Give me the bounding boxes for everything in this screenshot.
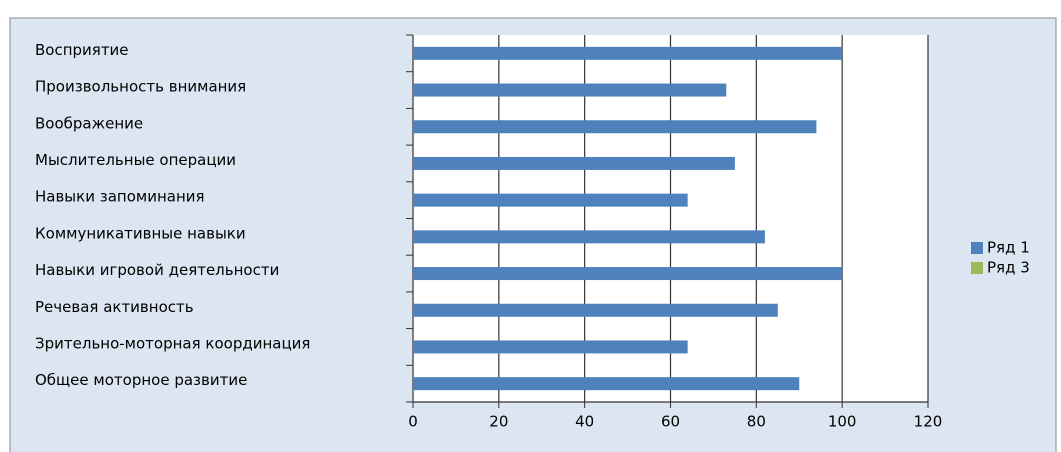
- legend-label: Ряд 1: [987, 239, 1030, 257]
- y-tick-label: Восприятие: [35, 41, 129, 59]
- x-tick-label: 120: [914, 413, 943, 431]
- y-tick-label: Навыки игровой деятельности: [35, 261, 279, 279]
- legend-label: Ряд 3: [987, 259, 1030, 277]
- y-tick-label: Общее моторное развитие: [35, 371, 247, 389]
- bar: [413, 46, 843, 60]
- bar: [413, 193, 688, 207]
- y-tick-label: Речевая активность: [35, 298, 194, 316]
- y-tick-label: Зрительно-моторная координация: [35, 334, 310, 352]
- legend-swatch: [971, 242, 983, 254]
- y-tick-label: Мыслительные операции: [35, 151, 236, 169]
- bar: [413, 267, 843, 281]
- x-tick-label: 100: [828, 413, 857, 431]
- y-tick-label: Воображение: [35, 114, 143, 132]
- x-tick-label: 60: [661, 413, 680, 431]
- bar: [413, 83, 727, 97]
- y-tick-label: Произвольность внимания: [35, 78, 246, 96]
- bar: [413, 340, 688, 354]
- bar: [413, 303, 778, 317]
- x-tick-label: 80: [747, 413, 766, 431]
- y-tick-label: Коммуникативные навыки: [35, 224, 246, 242]
- bar: [413, 377, 800, 391]
- legend-swatch: [971, 262, 983, 274]
- bar: [413, 230, 765, 244]
- bar: [413, 156, 735, 170]
- bar: [413, 120, 817, 134]
- x-tick-label: 20: [489, 413, 508, 431]
- y-tick-label: Навыки запоминания: [35, 188, 205, 206]
- x-tick-label: 0: [408, 413, 418, 431]
- x-tick-label: 40: [575, 413, 594, 431]
